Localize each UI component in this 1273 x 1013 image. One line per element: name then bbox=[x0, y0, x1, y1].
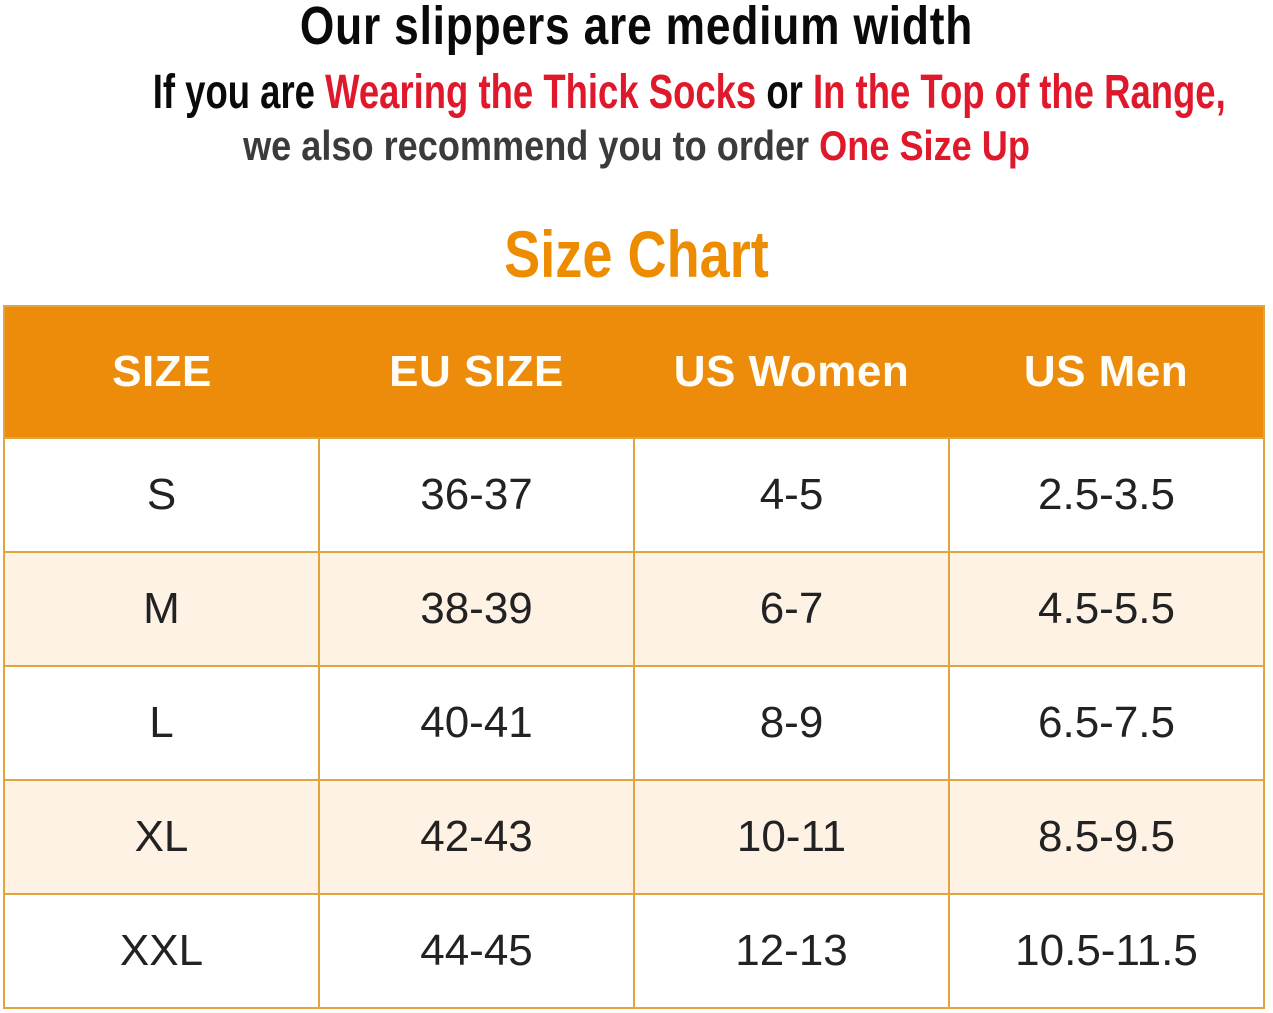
recommendation-prefix: we also recommend you to order bbox=[243, 122, 810, 169]
size-chart-table: SIZE EU SIZE US Women US Men S 36-37 4-5 2.5-3… bbox=[3, 305, 1265, 1009]
table-cell: 4-5 bbox=[633, 437, 950, 553]
table-cell: 8-9 bbox=[633, 665, 950, 781]
table-row: XL 42-43 10-11 8.5-9.5 bbox=[3, 779, 1265, 895]
table-cell: 40-41 bbox=[318, 665, 635, 781]
table-cell: 44-45 bbox=[318, 893, 635, 1009]
table-body: S 36-37 4-5 2.5-3.5 M 38-39 6-7 4.5-5.5 L 40-41 8-… bbox=[3, 437, 1265, 1009]
table-row: M 38-39 6-7 4.5-5.5 bbox=[3, 551, 1265, 667]
table-row: S 36-37 4-5 2.5-3.5 bbox=[3, 437, 1265, 553]
table-cell: 10-11 bbox=[633, 779, 950, 895]
column-header: EU SIZE bbox=[389, 347, 564, 396]
column-header: US Women bbox=[673, 347, 910, 396]
condition-prefix: If you are bbox=[152, 66, 315, 119]
table-cell: S bbox=[3, 437, 320, 553]
table-header: SIZE EU SIZE US Women US Men bbox=[4, 306, 1264, 438]
table-cell: 2.5-3.5 bbox=[948, 437, 1265, 553]
size-chart-title: Size Chart bbox=[504, 217, 769, 291]
table-cell: 8.5-9.5 bbox=[948, 779, 1265, 895]
table-cell: XXL bbox=[3, 893, 320, 1009]
condition-highlight-thick-socks: Wearing the Thick Socks bbox=[325, 66, 757, 119]
table-cell: 4.5-5.5 bbox=[948, 551, 1265, 667]
table-cell: XL bbox=[3, 779, 320, 895]
condition-connector: or bbox=[766, 66, 803, 119]
column-header: US Men bbox=[1023, 347, 1189, 396]
condition-highlight-top-of-range: In the Top of the Range, bbox=[812, 66, 1226, 119]
table-cell: M bbox=[3, 551, 320, 667]
table-row: XXL 44-45 12-13 10.5-11.5 bbox=[3, 893, 1265, 1009]
recommendation-highlight-one-size-up: One Size Up bbox=[819, 122, 1030, 169]
table-cell: 10.5-11.5 bbox=[948, 893, 1265, 1009]
table-cell: L bbox=[3, 665, 320, 781]
condition-line: If you are Wearing the Thick Socks or In… bbox=[152, 66, 1226, 119]
table-cell: 38-39 bbox=[318, 551, 635, 667]
table-row: L 40-41 8-9 6.5-7.5 bbox=[3, 665, 1265, 781]
headline: Our slippers are medium width bbox=[299, 0, 974, 56]
table-cell: 42-43 bbox=[318, 779, 635, 895]
table-header-row: SIZE EU SIZE US Women US Men bbox=[4, 306, 1264, 438]
column-header: SIZE bbox=[112, 347, 212, 396]
table-cell: 36-37 bbox=[318, 437, 635, 553]
recommendation-line: we also recommend you to order One Size … bbox=[89, 120, 1184, 172]
table-cell: 6-7 bbox=[633, 551, 950, 667]
table-cell: 12-13 bbox=[633, 893, 950, 1009]
table-cell: 6.5-7.5 bbox=[948, 665, 1265, 781]
